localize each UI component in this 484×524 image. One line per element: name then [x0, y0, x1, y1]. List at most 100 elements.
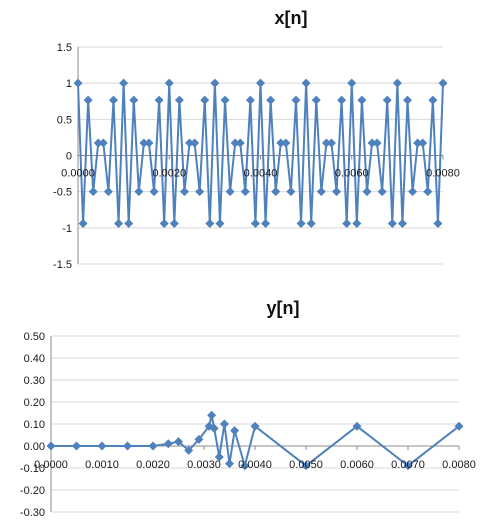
chart-y-n: 0.500.400.300.200.100.00-0.10-0.20-0.30 … — [4, 284, 484, 524]
data-point — [129, 95, 139, 105]
data-point — [276, 138, 286, 148]
y-tick-label: -0.30 — [20, 507, 45, 519]
data-point — [387, 218, 397, 228]
data-point — [377, 187, 387, 197]
chart-x-n-y-tick-labels: 1.5 1 0.5 0 -0.5 -1 -1.5 — [53, 42, 72, 271]
data-point — [214, 452, 224, 462]
data-point — [316, 187, 326, 197]
y-tick-label: -0.10 — [20, 463, 45, 475]
data-point — [124, 218, 134, 228]
chart-y-n-series — [46, 410, 464, 471]
data-point — [311, 95, 321, 105]
data-point — [119, 78, 129, 88]
data-point — [139, 138, 149, 148]
x-tick-label: 0.0080 — [426, 168, 460, 180]
chart-x-n-title: x[n] — [275, 8, 308, 28]
data-point — [367, 138, 377, 148]
data-point — [46, 441, 56, 451]
data-point — [163, 439, 173, 449]
y-tick-label: 1.5 — [57, 42, 72, 54]
data-point — [190, 138, 200, 148]
data-point — [372, 138, 382, 148]
data-point — [326, 138, 336, 148]
y-tick-label: 0.40 — [24, 353, 45, 365]
data-point — [438, 78, 448, 88]
data-point — [357, 95, 367, 105]
data-point — [296, 218, 306, 228]
data-point — [185, 138, 195, 148]
data-point — [240, 461, 250, 471]
data-point — [148, 441, 158, 451]
y-tick-label: -1.5 — [53, 259, 72, 271]
data-point — [382, 95, 392, 105]
data-point — [250, 218, 260, 228]
x-tick-label: 0.0040 — [238, 459, 272, 471]
data-point — [215, 218, 225, 228]
data-point — [332, 187, 342, 197]
data-point — [261, 218, 271, 228]
data-point — [184, 445, 194, 455]
y-tick-label: -0.5 — [53, 187, 72, 199]
data-point — [114, 218, 124, 228]
x-tick-label: 0.0080 — [442, 459, 476, 471]
chart-y-n-area — [4, 284, 484, 524]
data-point — [418, 138, 428, 148]
data-point — [352, 421, 362, 431]
y-tick-label: 0.5 — [57, 114, 72, 126]
data-point — [219, 419, 229, 429]
data-point — [220, 95, 230, 105]
data-point — [88, 187, 98, 197]
data-point — [144, 138, 154, 148]
data-point — [337, 95, 347, 105]
data-point — [403, 461, 413, 471]
chart-x-n-x-tick-labels: 0.0000 0.0020 0.0040 0.0060 0.0080 — [61, 168, 460, 180]
data-point — [271, 187, 281, 197]
x-tick-label: 0.0000 — [61, 168, 95, 180]
data-point — [352, 218, 362, 228]
data-point — [230, 138, 240, 148]
y-tick-label: 0.50 — [24, 331, 45, 343]
data-point — [301, 461, 311, 471]
data-point — [72, 441, 81, 451]
data-point — [423, 187, 433, 197]
data-point — [149, 187, 159, 197]
y-tick-label: -1 — [62, 223, 72, 235]
x-tick-label: 0.0020 — [152, 168, 186, 180]
data-point — [392, 78, 402, 88]
data-point — [413, 138, 423, 148]
data-point — [225, 459, 234, 469]
x-tick-label: 0.0060 — [335, 168, 369, 180]
data-point — [73, 78, 83, 88]
y-tick-label: 0.00 — [24, 441, 45, 453]
data-point — [256, 78, 265, 88]
data-point — [179, 187, 189, 197]
data-point — [397, 218, 407, 228]
data-point — [321, 138, 331, 148]
y-tick-label: 0.20 — [24, 397, 45, 409]
data-point — [301, 78, 311, 88]
data-point — [93, 138, 103, 148]
data-point — [210, 78, 220, 88]
data-point — [164, 78, 174, 88]
data-point — [291, 95, 301, 105]
data-point — [235, 138, 245, 148]
data-point — [134, 187, 144, 197]
data-point — [195, 187, 205, 197]
data-point — [207, 410, 217, 420]
x-tick-label: 0.0060 — [340, 459, 374, 471]
data-point — [194, 434, 204, 444]
data-point — [174, 437, 183, 447]
data-point — [169, 218, 179, 228]
data-point — [433, 218, 443, 228]
x-tick-label: 0.0070 — [391, 459, 425, 471]
data-point — [362, 187, 372, 197]
data-point — [225, 187, 235, 197]
data-point — [428, 95, 438, 105]
data-point — [209, 423, 219, 433]
data-point — [347, 78, 357, 88]
data-point — [286, 187, 296, 197]
chart-y-n-x-tick-labels: 0.0000 0.0010 0.0020 0.0030 0.0040 0.0050 0.00… — [34, 459, 476, 471]
y-tick-label: 1 — [66, 78, 72, 90]
x-tick-label: 0.0050 — [289, 459, 323, 471]
